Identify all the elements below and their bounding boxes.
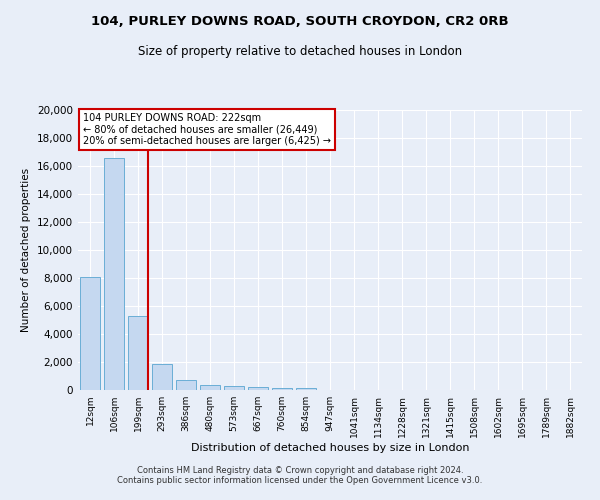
Text: 104 PURLEY DOWNS ROAD: 222sqm
← 80% of detached houses are smaller (26,449)
20% : 104 PURLEY DOWNS ROAD: 222sqm ← 80% of d… xyxy=(83,113,331,146)
Bar xyxy=(248,387,268,390)
Bar xyxy=(176,380,196,390)
Bar xyxy=(272,388,292,390)
Bar xyxy=(200,384,220,390)
Bar xyxy=(80,276,100,390)
X-axis label: Distribution of detached houses by size in London: Distribution of detached houses by size … xyxy=(191,442,469,452)
Bar xyxy=(296,388,316,390)
Bar xyxy=(224,386,244,390)
Bar xyxy=(128,316,148,390)
Text: 104, PURLEY DOWNS ROAD, SOUTH CROYDON, CR2 0RB: 104, PURLEY DOWNS ROAD, SOUTH CROYDON, C… xyxy=(91,15,509,28)
Bar xyxy=(104,158,124,390)
Bar xyxy=(152,364,172,390)
Text: Contains HM Land Registry data © Crown copyright and database right 2024.
Contai: Contains HM Land Registry data © Crown c… xyxy=(118,466,482,485)
Y-axis label: Number of detached properties: Number of detached properties xyxy=(22,168,31,332)
Text: Size of property relative to detached houses in London: Size of property relative to detached ho… xyxy=(138,45,462,58)
